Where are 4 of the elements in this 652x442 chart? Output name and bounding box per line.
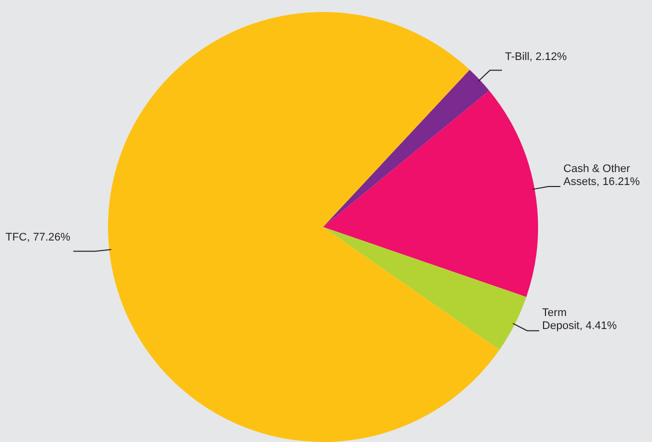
slice-label: TFC, 77.26% (5, 232, 70, 244)
slice-label: Cash & Other Assets, 16.21% (563, 163, 640, 188)
slice-label: T-Bill, 2.12% (504, 50, 567, 63)
slice-label: Term Deposit, 4.41% (542, 307, 617, 332)
